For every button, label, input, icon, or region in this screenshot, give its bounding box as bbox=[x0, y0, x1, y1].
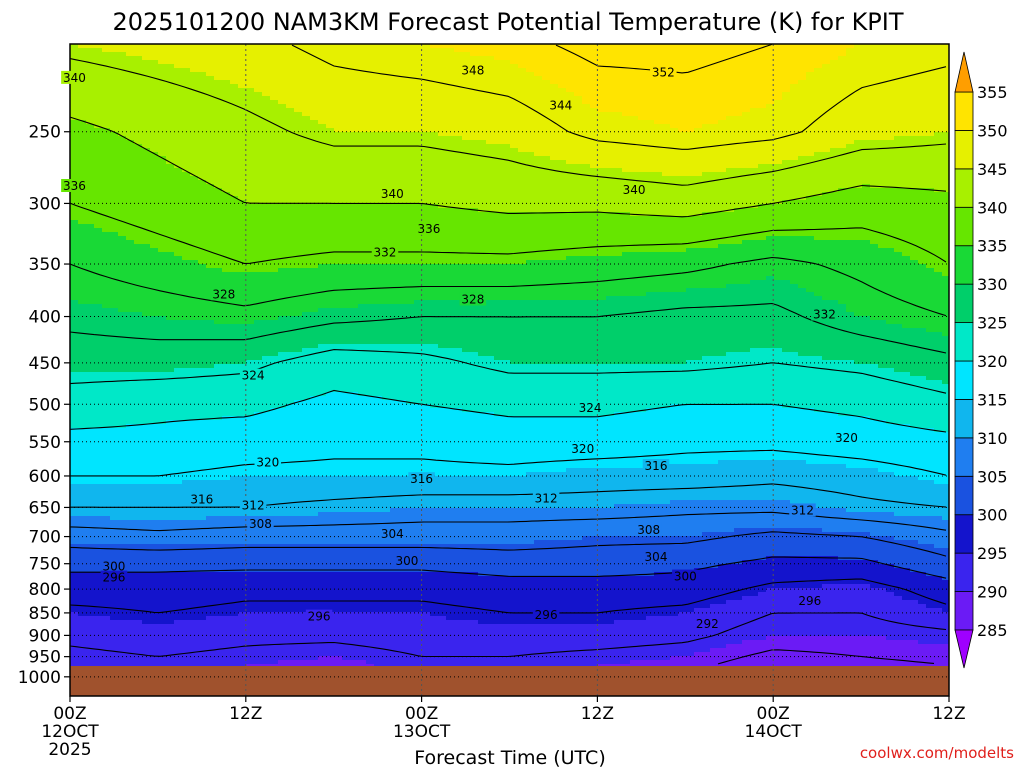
colorbar-swatch bbox=[955, 399, 973, 437]
ground-below-surface bbox=[70, 666, 949, 696]
contour-label: 300 bbox=[395, 554, 418, 568]
contour-label: 312 bbox=[535, 491, 558, 505]
x-tick-label: 12Z bbox=[229, 704, 262, 724]
colorbar-label: 285 bbox=[977, 621, 1008, 640]
colorbar-swatch bbox=[955, 438, 973, 476]
y-tick-label: 600 bbox=[29, 467, 61, 487]
theta-field bbox=[70, 44, 951, 669]
chart-title: 2025101200 NAM3KM Forecast Potential Tem… bbox=[112, 8, 903, 36]
y-tick-label: 750 bbox=[29, 555, 61, 575]
colorbar-label: 355 bbox=[977, 83, 1008, 102]
y-tick-label: 700 bbox=[29, 528, 61, 548]
colorbar-label: 350 bbox=[977, 121, 1008, 140]
y-tick-label: 300 bbox=[29, 194, 61, 214]
contour-label: 344 bbox=[549, 99, 572, 113]
contour-label: 312 bbox=[242, 499, 265, 513]
contour-label: 296 bbox=[102, 571, 125, 585]
contour-label: 328 bbox=[461, 292, 484, 306]
x-tick-label: 00Z bbox=[757, 704, 790, 724]
credit-text: coolwx.com/modelts bbox=[860, 744, 1014, 762]
contour-label: 336 bbox=[417, 222, 440, 236]
colorbar-label: 330 bbox=[977, 275, 1008, 294]
contour-label: 308 bbox=[637, 523, 660, 537]
contour-label: 300 bbox=[674, 570, 697, 584]
contour-label: 332 bbox=[374, 246, 397, 260]
colorbar-swatch bbox=[955, 361, 973, 399]
pressure-axis: 2503003504004505005506006507007508008509… bbox=[18, 123, 70, 688]
contour-label: 336 bbox=[63, 179, 86, 193]
contour-label: 292 bbox=[696, 617, 719, 631]
contour-label: 316 bbox=[410, 472, 433, 486]
colorbar-top-arrow bbox=[955, 52, 973, 92]
x-tick-date: 12OCT bbox=[41, 722, 99, 742]
contour-label: 328 bbox=[212, 287, 235, 301]
contour-label: 324 bbox=[579, 401, 602, 415]
contour-label: 332 bbox=[813, 308, 836, 322]
colorbar-label: 320 bbox=[977, 352, 1008, 371]
contour-label: 296 bbox=[308, 610, 331, 624]
x-axis-label: Forecast Time (UTC) bbox=[414, 747, 605, 768]
colorbar-label: 305 bbox=[977, 467, 1008, 486]
contour-label: 304 bbox=[381, 527, 404, 541]
colorbar-label: 340 bbox=[977, 198, 1008, 217]
y-tick-label: 500 bbox=[29, 395, 61, 415]
colorbar-swatch bbox=[955, 592, 973, 630]
colorbar-label: 295 bbox=[977, 544, 1008, 563]
contour-label: 308 bbox=[249, 517, 272, 531]
contour-label: 320 bbox=[571, 442, 594, 456]
contour-label: 320 bbox=[835, 431, 858, 445]
x-tick-label: 12Z bbox=[581, 704, 614, 724]
y-tick-label: 800 bbox=[29, 580, 61, 600]
colorbar-label: 335 bbox=[977, 237, 1008, 256]
colorbar-swatch bbox=[955, 130, 973, 168]
y-tick-label: 650 bbox=[29, 498, 61, 518]
y-tick-label: 950 bbox=[29, 648, 61, 668]
colorbar-label: 345 bbox=[977, 160, 1008, 179]
colorbar: 285 290 295 300 305 310 315 320 325 330 335 340 345 3… bbox=[955, 52, 1008, 668]
colorbar-label: 300 bbox=[977, 506, 1008, 525]
x-tick-date: 13OCT bbox=[393, 722, 451, 742]
colorbar-swatch bbox=[955, 169, 973, 207]
colorbar-swatch bbox=[955, 284, 973, 322]
contour-label: 352 bbox=[652, 65, 675, 79]
colorbar-swatch bbox=[955, 553, 973, 591]
contour-label: 324 bbox=[242, 369, 265, 383]
colorbar-label: 290 bbox=[977, 583, 1008, 602]
y-tick-label: 1000 bbox=[18, 668, 61, 688]
contour-label: 296 bbox=[535, 608, 558, 622]
contour-label: 316 bbox=[645, 459, 668, 473]
y-tick-label: 450 bbox=[29, 354, 61, 374]
contour-label: 340 bbox=[63, 71, 86, 85]
colorbar-swatch bbox=[955, 476, 973, 514]
colorbar-swatch bbox=[955, 92, 973, 130]
colorbar-label: 315 bbox=[977, 390, 1008, 409]
colorbar-swatch bbox=[955, 515, 973, 553]
contour-label: 348 bbox=[461, 64, 484, 78]
y-tick-label: 550 bbox=[29, 433, 61, 453]
y-tick-label: 850 bbox=[29, 604, 61, 624]
y-tick-label: 400 bbox=[29, 308, 61, 328]
contour-label: 340 bbox=[381, 187, 404, 201]
colorbar-label: 325 bbox=[977, 314, 1008, 333]
colorbar-label: 310 bbox=[977, 429, 1008, 448]
y-tick-label: 250 bbox=[29, 123, 61, 143]
chart-figure: 2025101200 NAM3KM Forecast Potential Tem… bbox=[0, 0, 1024, 768]
colorbar-swatch bbox=[955, 323, 973, 361]
x-tick-date: 14OCT bbox=[745, 722, 803, 742]
x-tick-label: 12Z bbox=[932, 704, 965, 724]
x-tick-year: 2025 bbox=[48, 740, 91, 760]
y-tick-label: 900 bbox=[29, 626, 61, 646]
contour-label: 340 bbox=[623, 183, 646, 197]
contour-label: 312 bbox=[791, 503, 814, 517]
contour-label: 316 bbox=[190, 492, 213, 506]
colorbar-swatch bbox=[955, 246, 973, 284]
contour-label: 320 bbox=[256, 456, 279, 470]
y-tick-label: 350 bbox=[29, 255, 61, 275]
colorbar-swatch bbox=[955, 207, 973, 245]
contour-label: 304 bbox=[645, 550, 668, 564]
x-tick-label: 00Z bbox=[53, 704, 86, 724]
x-tick-label: 00Z bbox=[405, 704, 438, 724]
colorbar-bottom-arrow bbox=[955, 630, 973, 668]
contour-label: 296 bbox=[798, 594, 821, 608]
